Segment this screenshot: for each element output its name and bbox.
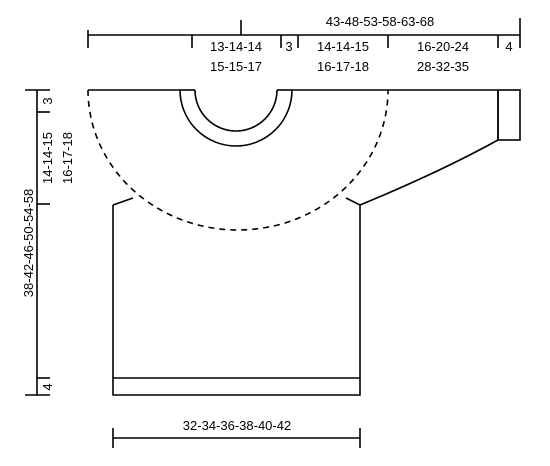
label-bottom-width: 32-34-36-38-40-42 <box>183 418 291 433</box>
sleeve-cuff <box>497 89 521 141</box>
label-yoke-2: 16-17-18 <box>317 59 369 74</box>
body-outline <box>112 205 361 396</box>
label-sleeve-2: 28-32-35 <box>417 59 469 74</box>
neck-outer <box>179 89 293 147</box>
label-left-4: 4 <box>40 383 55 390</box>
armhole-right <box>345 197 361 206</box>
yoke-dashed-curve <box>87 89 389 231</box>
label-cuff-4: 4 <box>505 39 512 54</box>
label-left-3: 3 <box>40 97 55 104</box>
armhole-left <box>112 197 134 206</box>
label-yoke-1: 14-14-15 <box>317 39 369 54</box>
label-top-3: 3 <box>285 39 292 54</box>
label-sleeve-1: 16-20-24 <box>417 39 469 54</box>
label-neck-half-1: 13-14-14 <box>210 39 262 54</box>
label-left-yoke-1: 14-14-15 <box>40 132 55 184</box>
sleeve-underarm <box>359 139 499 206</box>
neck-inner <box>194 89 278 132</box>
label-neck-half-2: 15-15-17 <box>210 59 262 74</box>
label-top-overall: 43-48-53-58-63-68 <box>326 14 434 29</box>
label-left-overall: 38-42-46-50-54-58 <box>21 189 36 297</box>
label-left-yoke-2: 16-17-18 <box>60 132 75 184</box>
